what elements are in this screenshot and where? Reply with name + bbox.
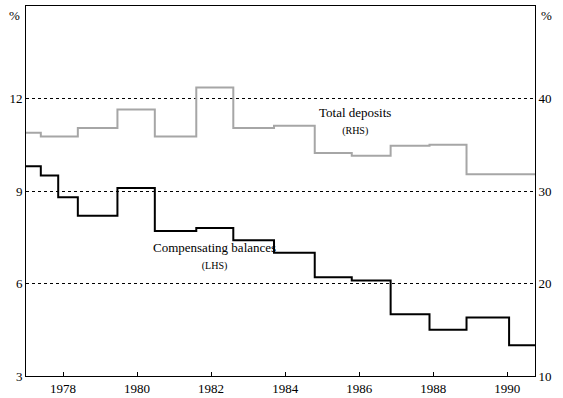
svg-text:12: 12 [9, 91, 22, 106]
svg-text:Compensating balances(LHS): Compensating balances(LHS) [153, 240, 276, 272]
svg-text:6: 6 [16, 276, 23, 291]
svg-text:1990: 1990 [494, 381, 520, 396]
svg-text:Total deposits(RHS): Total deposits(RHS) [319, 105, 391, 137]
svg-text:%: % [9, 8, 20, 23]
svg-text:9: 9 [16, 184, 23, 199]
svg-text:40: 40 [539, 91, 552, 106]
svg-text:1986: 1986 [346, 381, 373, 396]
svg-text:1978: 1978 [50, 381, 76, 396]
svg-text:10: 10 [539, 369, 552, 384]
svg-text:3: 3 [16, 369, 23, 384]
svg-text:30: 30 [539, 184, 552, 199]
svg-text:1988: 1988 [420, 381, 446, 396]
svg-text:%: % [541, 8, 552, 23]
svg-text:1984: 1984 [272, 381, 299, 396]
svg-text:20: 20 [539, 276, 552, 291]
svg-text:1982: 1982 [198, 381, 224, 396]
svg-text:1980: 1980 [124, 381, 150, 396]
